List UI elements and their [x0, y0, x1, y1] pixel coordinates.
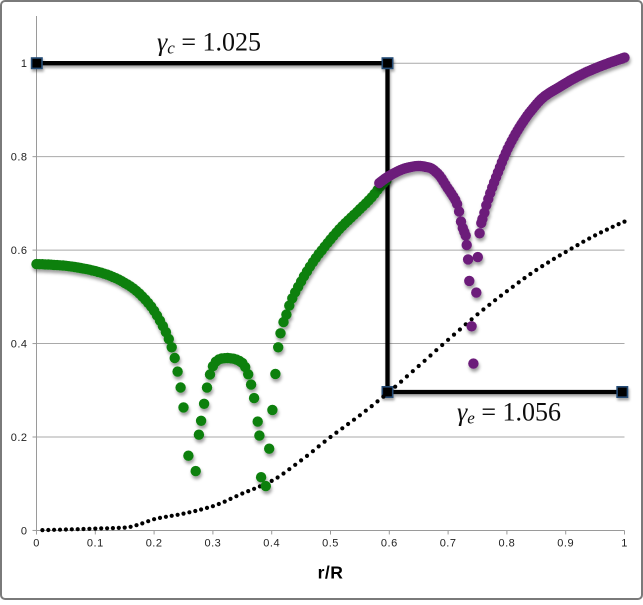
- svg-text:0: 0: [33, 538, 40, 550]
- svg-text:0.2: 0.2: [11, 432, 28, 444]
- svg-text:γe = 1.056: γe = 1.056: [457, 398, 561, 428]
- svg-text:1: 1: [621, 538, 628, 550]
- svg-text:0.3: 0.3: [205, 538, 222, 550]
- svg-text:0.9: 0.9: [557, 538, 574, 550]
- svg-text:0.4: 0.4: [11, 339, 28, 351]
- svg-text:0.8: 0.8: [11, 152, 28, 164]
- svg-text:0.1: 0.1: [87, 538, 104, 550]
- svg-text:0: 0: [21, 526, 28, 538]
- svg-text:0.4: 0.4: [263, 538, 280, 550]
- svg-text:0.6: 0.6: [381, 538, 398, 550]
- svg-text:0.5: 0.5: [322, 538, 339, 550]
- svg-text:0.6: 0.6: [11, 245, 28, 257]
- svg-text:0.7: 0.7: [440, 538, 457, 550]
- svg-text:0.8: 0.8: [499, 538, 516, 550]
- svg-text:1: 1: [21, 58, 28, 70]
- svg-text:γc = 1.025: γc = 1.025: [157, 28, 261, 58]
- svg-text:r/R: r/R: [318, 563, 344, 583]
- svg-text:0.2: 0.2: [146, 538, 163, 550]
